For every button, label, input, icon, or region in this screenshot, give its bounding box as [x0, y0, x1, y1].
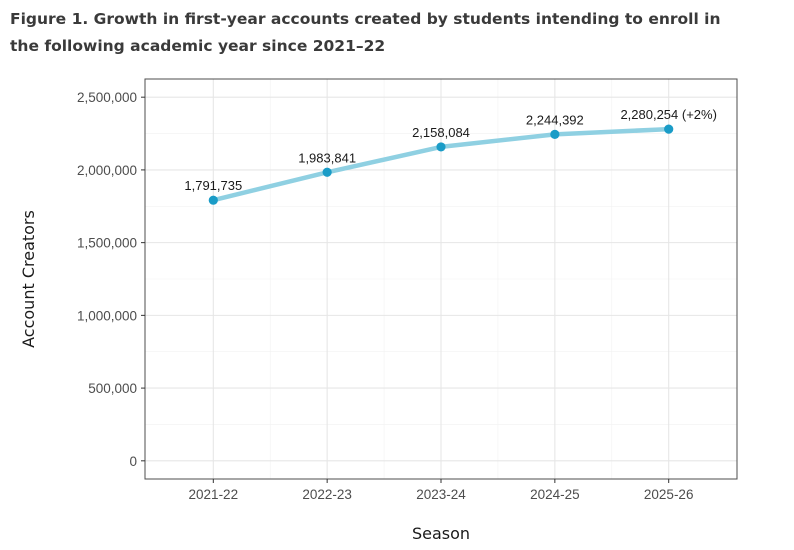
data-labels-layer: 1,791,735 1,983,841 2,158,084 2,244,392 2,28…: [184, 107, 717, 193]
data-point: [436, 142, 446, 152]
data-point: [664, 124, 674, 134]
y-tick-label: 1,500,000: [77, 236, 137, 251]
x-axis: 2021-22 2022-23 2023-24 2024-25 2025-26: [189, 479, 694, 502]
data-point: [550, 129, 560, 139]
x-tick-label: 2023-24: [416, 487, 466, 502]
y-tick-label: 2,000,000: [77, 163, 137, 178]
y-axis-title: Account Creators: [19, 210, 38, 348]
grid-layer: [145, 79, 737, 479]
figure-title: Figure 1. Growth in first-year accounts …: [10, 10, 721, 55]
data-label: 2,280,254 (+2%): [620, 107, 716, 122]
x-tick-label: 2024-25: [530, 487, 580, 502]
y-tick-label: 0: [129, 454, 137, 469]
x-tick-label: 2022-23: [302, 487, 352, 502]
x-axis-title: Season: [412, 524, 470, 543]
data-point: [322, 167, 332, 177]
y-tick-label: 1,000,000: [77, 308, 137, 323]
y-tick-label: 500,000: [88, 381, 137, 396]
data-point: [208, 195, 218, 205]
data-label: 2,244,392: [526, 112, 584, 127]
x-tick-label: 2021-22: [189, 487, 239, 502]
x-tick-label: 2025-26: [644, 487, 694, 502]
data-label: 2,158,084: [412, 125, 470, 140]
y-axis: 0 500,000 1,000,000 1,500,000 2,000,000 2,500…: [77, 90, 145, 469]
y-tick-label: 2,500,000: [77, 90, 137, 105]
series-layer: [208, 124, 674, 205]
data-label: 1,791,735: [184, 178, 242, 193]
data-label: 1,983,841: [298, 150, 356, 165]
